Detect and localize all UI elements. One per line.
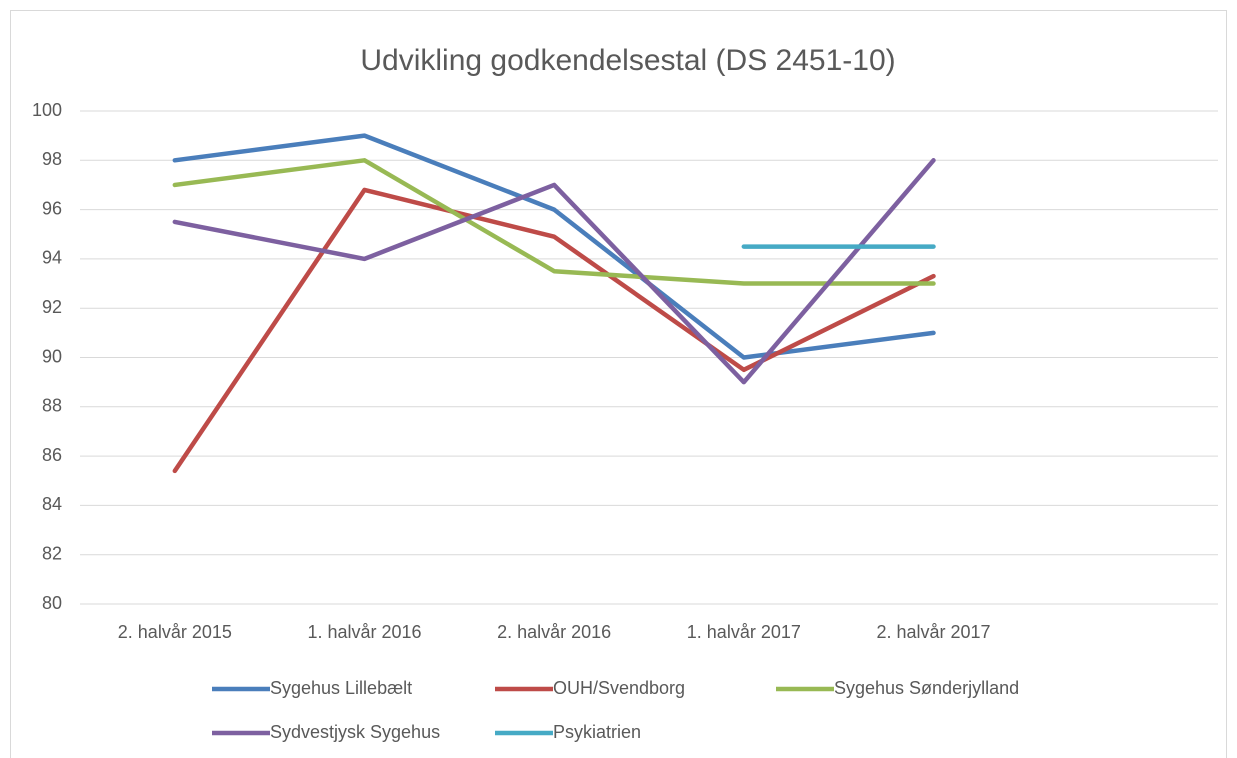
y-tick-label: 100 bbox=[32, 100, 62, 120]
y-tick-label: 92 bbox=[42, 297, 62, 317]
y-tick-label: 80 bbox=[42, 593, 62, 613]
y-tick-label: 86 bbox=[42, 445, 62, 465]
x-tick-label: 2. halvår 2016 bbox=[497, 622, 611, 642]
y-tick-label: 98 bbox=[42, 149, 62, 169]
x-tick-label: 2. halvår 2015 bbox=[118, 622, 232, 642]
y-tick-label: 82 bbox=[42, 543, 62, 563]
series-line bbox=[172, 158, 936, 286]
y-tick-label: 96 bbox=[42, 198, 62, 218]
x-tick-label: 1. halvår 2017 bbox=[687, 622, 801, 642]
x-tick-label: 1. halvår 2016 bbox=[307, 622, 421, 642]
y-tick-label: 94 bbox=[42, 248, 62, 268]
series-line bbox=[172, 158, 936, 385]
legend-label: OUH/Svendborg bbox=[553, 678, 685, 698]
x-tick-label: 2. halvår 2017 bbox=[876, 622, 990, 642]
series-line bbox=[172, 133, 936, 360]
chart-border bbox=[10, 10, 1227, 758]
legend-label: Psykiatrien bbox=[553, 722, 641, 742]
y-tick-label: 88 bbox=[42, 396, 62, 416]
legend-label: Sydvestjysk Sygehus bbox=[270, 722, 440, 742]
legend-label: Sygehus Lillebælt bbox=[270, 678, 412, 698]
y-tick-label: 90 bbox=[42, 346, 62, 366]
legend-label: Sygehus Sønderjylland bbox=[834, 678, 1019, 698]
y-tick-label: 84 bbox=[42, 494, 62, 514]
chart-title: Udvikling godkendelsestal (DS 2451-10) bbox=[360, 44, 895, 77]
series-line bbox=[172, 187, 936, 474]
